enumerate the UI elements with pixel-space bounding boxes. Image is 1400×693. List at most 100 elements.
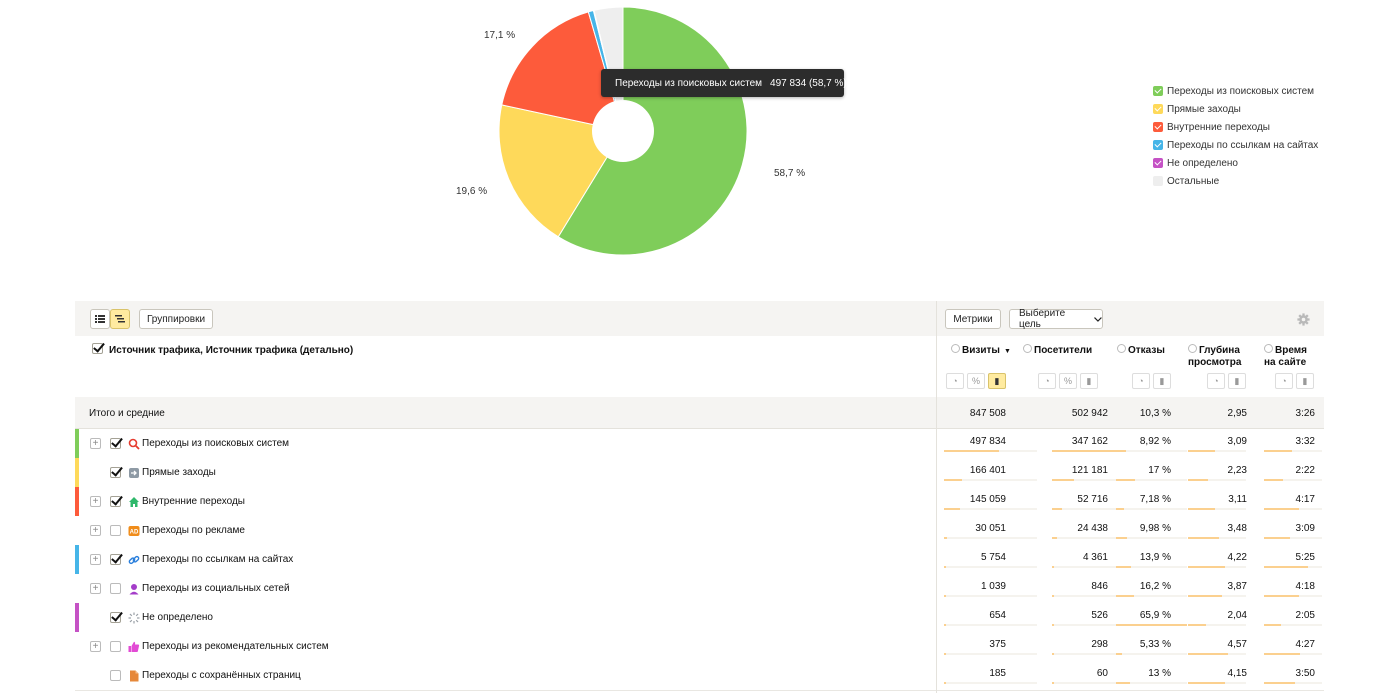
percent-view-icon[interactable]: % bbox=[967, 373, 985, 389]
expand-button[interactable]: + bbox=[90, 554, 101, 565]
table-row[interactable]: + Переходы по ссылкам на сайтах 5 754 4 361… bbox=[75, 545, 1324, 575]
metric-radio[interactable] bbox=[1117, 344, 1126, 353]
metric-bar-fill bbox=[1052, 566, 1054, 568]
table-row[interactable]: + AD Переходы по рекламе 30 051 24 438 9,98 %… bbox=[75, 516, 1324, 546]
expand-button[interactable]: + bbox=[90, 641, 101, 652]
metric-bar-track bbox=[944, 566, 1037, 568]
row-metric-value: 16,2 % bbox=[1139, 581, 1171, 592]
row-label[interactable]: Переходы из рекомендательных систем bbox=[142, 641, 329, 652]
pie-view-icon[interactable]: ◔ bbox=[946, 373, 964, 389]
metric-bar-fill bbox=[1264, 566, 1309, 568]
metric-bar-track bbox=[1052, 479, 1145, 481]
row-metric-value: 375 bbox=[989, 639, 1006, 650]
expand-button[interactable]: + bbox=[90, 525, 101, 536]
row-metric-value: 4,15 bbox=[1227, 668, 1247, 679]
metrics-button[interactable]: Метрики bbox=[945, 309, 1001, 329]
legend-checkbox[interactable] bbox=[1153, 158, 1163, 168]
row-label[interactable]: Прямые заходы bbox=[142, 467, 216, 478]
table-row[interactable]: + Переходы из социальных сетей 1 039 846 16,… bbox=[75, 574, 1324, 604]
metric-header-depth[interactable]: Глубина просмотра bbox=[1188, 344, 1242, 368]
bars-view-icon[interactable]: ▮ bbox=[1080, 373, 1098, 389]
expand-button[interactable]: + bbox=[90, 583, 101, 594]
row-metric-value: 52 716 bbox=[1077, 494, 1108, 505]
metric-header-bounces[interactable]: Отказы bbox=[1117, 344, 1165, 357]
bars-view-icon[interactable]: ▮ bbox=[1153, 373, 1171, 389]
legend-item[interactable]: Остальные bbox=[1153, 172, 1318, 190]
row-label[interactable]: Внутренние переходы bbox=[142, 496, 245, 507]
bars-view-icon[interactable]: ▮ bbox=[988, 373, 1006, 389]
metric-bar-fill bbox=[1116, 537, 1127, 539]
expand-button[interactable]: + bbox=[90, 496, 101, 507]
bars-view-icon[interactable]: ▮ bbox=[1228, 373, 1246, 389]
row-checkbox[interactable] bbox=[110, 583, 121, 594]
list-icon bbox=[95, 315, 105, 323]
pie-view-icon[interactable]: ◔ bbox=[1132, 373, 1150, 389]
gear-icon[interactable] bbox=[1297, 313, 1310, 326]
row-label[interactable]: Переходы из поисковых систем bbox=[142, 438, 290, 449]
table-row[interactable]: Не определено 654 526 65,9 % 2,04 2:05 bbox=[75, 603, 1324, 633]
metric-bar-fill bbox=[1188, 508, 1216, 510]
metric-bar-track bbox=[1116, 537, 1187, 539]
table-row[interactable]: + Переходы из рекомендательных систем 375 2… bbox=[75, 632, 1324, 662]
metric-bar-track bbox=[944, 653, 1037, 655]
groupings-button[interactable]: Группировки bbox=[139, 309, 213, 329]
goal-select[interactable]: Выберите цель bbox=[1009, 308, 1103, 330]
list-view-button[interactable] bbox=[90, 309, 110, 329]
metric-radio[interactable] bbox=[1188, 344, 1197, 353]
legend-item[interactable]: Прямые заходы bbox=[1153, 100, 1318, 118]
table-row[interactable]: + Переходы из поисковых систем 497 834 347 … bbox=[75, 429, 1324, 459]
row-checkbox[interactable] bbox=[110, 554, 121, 565]
pie-slice-1[interactable] bbox=[498, 104, 624, 238]
pie-view-icon[interactable]: ◔ bbox=[1038, 373, 1056, 389]
row-checkbox[interactable] bbox=[110, 641, 121, 652]
legend-checkbox[interactable] bbox=[1153, 140, 1163, 150]
legend-checkbox[interactable] bbox=[1153, 122, 1163, 132]
row-checkbox[interactable] bbox=[110, 496, 121, 507]
metric-bar-fill bbox=[1264, 595, 1299, 597]
legend-item[interactable]: Переходы из поисковых систем bbox=[1153, 82, 1318, 100]
metric-bar-fill bbox=[1264, 479, 1284, 481]
legend-checkbox[interactable] bbox=[1153, 176, 1163, 186]
row-label[interactable]: Переходы из социальных сетей bbox=[142, 583, 290, 594]
totals-label: Итого и средние bbox=[89, 408, 165, 419]
pie-slice-2[interactable] bbox=[501, 11, 624, 132]
row-checkbox[interactable] bbox=[110, 612, 121, 623]
pie-view-icon[interactable]: ◔ bbox=[1207, 373, 1225, 389]
expand-button[interactable]: + bbox=[90, 438, 101, 449]
metric-header-visits[interactable]: Визиты ▼ bbox=[951, 344, 1011, 358]
table-row[interactable]: Прямые заходы 166 401 121 181 17 % 2,23 2:22 bbox=[75, 458, 1324, 488]
row-checkbox[interactable] bbox=[110, 438, 121, 449]
legend-item[interactable]: Не определено bbox=[1153, 154, 1318, 172]
row-label[interactable]: Переходы с сохранённых страниц bbox=[142, 670, 301, 681]
row-label[interactable]: Переходы по ссылкам на сайтах bbox=[142, 554, 294, 565]
metric-header-time[interactable]: Время на сайте bbox=[1264, 344, 1307, 368]
tree-view-button[interactable] bbox=[110, 309, 130, 329]
row-checkbox[interactable] bbox=[110, 525, 121, 536]
bars-view-icon[interactable]: ▮ bbox=[1296, 373, 1314, 389]
metric-radio[interactable] bbox=[1023, 344, 1032, 353]
metric-bar-fill bbox=[1052, 595, 1054, 597]
legend-checkbox[interactable] bbox=[1153, 104, 1163, 114]
metric-bar-track bbox=[1188, 450, 1246, 452]
metric-bar-fill bbox=[1188, 624, 1206, 626]
table-row[interactable]: + Внутренние переходы 145 059 52 716 7,18 % 3… bbox=[75, 487, 1324, 517]
legend-item[interactable]: Внутренние переходы bbox=[1153, 118, 1318, 136]
metric-bar-track bbox=[1052, 682, 1145, 684]
legend-checkbox[interactable] bbox=[1153, 86, 1163, 96]
row-checkbox[interactable] bbox=[110, 670, 121, 681]
series-color-bar bbox=[75, 458, 79, 487]
legend-item[interactable]: Переходы по ссылкам на сайтах bbox=[1153, 136, 1318, 154]
metric-header-visitors[interactable]: Посетители bbox=[1023, 344, 1092, 357]
row-label[interactable]: Переходы по рекламе bbox=[142, 525, 245, 536]
pie-view-icon[interactable]: ◔ bbox=[1275, 373, 1293, 389]
goal-select-label: Выберите цель bbox=[1019, 308, 1066, 330]
row-metric-value: 121 181 bbox=[1071, 465, 1108, 476]
row-checkbox[interactable] bbox=[110, 467, 121, 478]
table-row[interactable]: Переходы с сохранённых страниц 185 60 13 % 4… bbox=[75, 661, 1324, 691]
metric-radio[interactable] bbox=[1264, 344, 1273, 353]
metric-radio[interactable] bbox=[951, 344, 960, 353]
metric-bar-track bbox=[1264, 450, 1322, 452]
row-label[interactable]: Не определено bbox=[142, 612, 213, 623]
dimension-checkbox[interactable] bbox=[92, 343, 103, 354]
percent-view-icon[interactable]: % bbox=[1059, 373, 1077, 389]
